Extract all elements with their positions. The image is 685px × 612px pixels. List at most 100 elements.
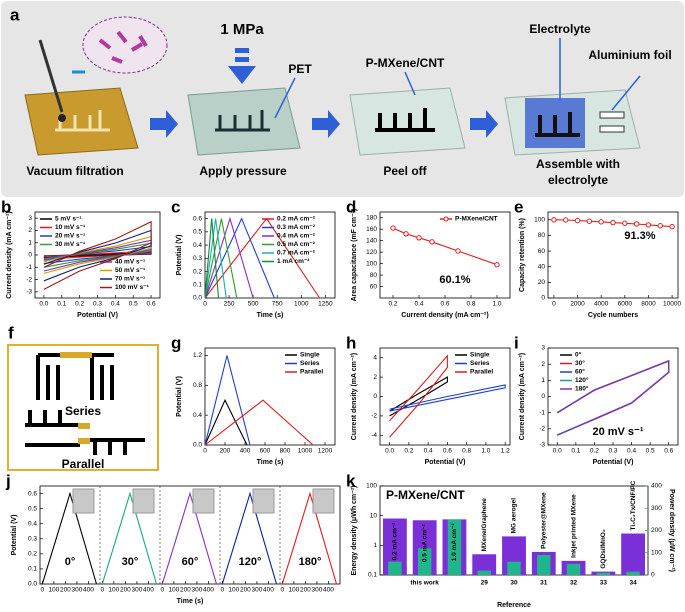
y-tick-label: 2 xyxy=(373,374,377,381)
x-tick-label: 0.1 xyxy=(57,301,66,308)
x-axis-label: Current density (mA cm⁻²) xyxy=(401,312,488,319)
y-tick-label: 180 xyxy=(366,214,377,221)
legend-label: 180° xyxy=(575,385,589,393)
y-axis-label: Current density (mA cm⁻²) xyxy=(351,353,358,440)
y-tick-label: 4 xyxy=(373,354,377,361)
x-tick-label: 1.0 xyxy=(481,448,490,455)
y-tick-label: -1 xyxy=(26,264,32,271)
step-label: Peel off xyxy=(383,164,427,178)
x-tick-label: 0.2 xyxy=(590,448,599,455)
y-tick-label: 0.5 xyxy=(28,505,37,512)
legend-label: 120° xyxy=(575,376,589,384)
series-line xyxy=(41,491,98,585)
annotation: 91.3% xyxy=(624,230,655,242)
x-tick-label: 600 xyxy=(260,448,271,455)
bar xyxy=(626,571,640,575)
y-tick-label: -2 xyxy=(26,276,32,283)
y-tick-label: 2 xyxy=(541,361,545,368)
bar-label: Ti₃C₂Tx/CNF/PC xyxy=(630,480,637,530)
bar xyxy=(596,572,611,575)
legend-label: 0.4 mA cm⁻² xyxy=(277,233,316,240)
legend-label: 30 mV s⁻¹ xyxy=(55,241,85,248)
bar xyxy=(566,563,581,575)
series-line xyxy=(204,218,238,299)
x-tick-label: 300 xyxy=(251,587,262,594)
bar-label: GQDs//MnO₂ xyxy=(600,529,607,568)
x-tick-label: 0.1 xyxy=(571,448,580,455)
bar xyxy=(507,561,521,575)
x-tick-label: 0.6 xyxy=(664,448,673,455)
x-tick-label: 1.0 xyxy=(492,301,501,308)
series-line xyxy=(204,218,220,299)
x-tick-label: 300 xyxy=(191,587,202,594)
device-assembled xyxy=(504,38,641,156)
y-tick-label: 2 xyxy=(28,227,32,234)
x-tick-label: 400 xyxy=(240,448,251,455)
x-tick-label: 0.8 xyxy=(462,448,471,455)
legend-label: 5 mV s⁻¹ xyxy=(55,216,82,223)
x-tick-label: 1000 xyxy=(298,448,313,455)
legend-label: 100 mV s⁻¹ xyxy=(115,284,149,291)
x-tick-label: 29 xyxy=(481,580,489,587)
x-tick-label: 0.5 xyxy=(646,448,655,455)
x-tick-label: 400 xyxy=(263,587,274,594)
point xyxy=(429,239,435,245)
point xyxy=(669,223,675,230)
bar-label: 0.5 mA cm⁻² xyxy=(421,523,428,562)
x-tick-label: 0.6 xyxy=(443,448,452,455)
x-tick-label: 33 xyxy=(600,580,608,587)
series-line xyxy=(557,360,670,436)
x-axis-label: Cycle numbers xyxy=(588,312,638,319)
x-tick-label: 10000 xyxy=(663,301,681,308)
point xyxy=(598,219,604,225)
x-tick-label: 0.0 xyxy=(39,301,48,308)
legend-label: Single xyxy=(300,352,320,359)
legend-marker xyxy=(443,216,449,222)
bar xyxy=(417,548,432,575)
series-line xyxy=(204,217,275,299)
y-tick-label: 0.4 xyxy=(193,242,202,249)
x-tick-label: 31 xyxy=(540,580,548,587)
x-tick-label: 200 xyxy=(180,587,191,594)
step-label: Vacuum filtration xyxy=(26,164,123,178)
legend-label: Parallel xyxy=(470,369,493,376)
x-tick-label: 250 xyxy=(224,301,235,308)
point xyxy=(586,218,593,224)
x-tick-label: 100 xyxy=(168,587,179,594)
device-pressure xyxy=(187,48,301,156)
device-filtration xyxy=(24,16,168,156)
y-tick-label: -4 xyxy=(371,432,377,439)
y-tick-label: -1 xyxy=(539,409,545,416)
y-tick-label: 3 xyxy=(28,215,32,222)
device-peel xyxy=(349,71,466,156)
substrate-label: PET xyxy=(288,62,312,76)
legend-label: 40 mV s⁻¹ xyxy=(115,259,145,266)
y-tick-label: 0 xyxy=(541,393,545,400)
panel-label: g xyxy=(171,333,181,352)
series-line xyxy=(389,376,448,417)
panel-label: a xyxy=(10,5,20,24)
y-tick-label: 0.1 xyxy=(368,572,377,579)
y-tick-label: 0.6 xyxy=(28,490,37,497)
x-tick-label: 8000 xyxy=(641,301,656,308)
step-label: Apply pressure xyxy=(199,164,287,178)
y-axis-label: Capacity retention (%) xyxy=(519,218,526,292)
x-tick-label: 300 xyxy=(311,587,322,594)
x-tick-label: 0 xyxy=(203,301,207,308)
point xyxy=(416,235,422,241)
x-tick-label: 2000 xyxy=(570,301,585,308)
series-line xyxy=(389,354,448,438)
x-tick-label: 0 xyxy=(220,587,224,594)
pressure-label: 1 MPa xyxy=(220,21,264,38)
y2-tick-label: 400 xyxy=(651,483,662,490)
x-tick-label: 0.2 xyxy=(404,448,413,455)
series-label: 0° xyxy=(65,556,76,568)
bar-label: MXene/Graphene xyxy=(481,498,488,551)
y-tick-label: 140 xyxy=(366,237,377,244)
legend-label: 60° xyxy=(575,368,585,376)
bar xyxy=(621,533,646,575)
point xyxy=(494,262,500,268)
series-line xyxy=(221,491,278,585)
y-axis-label: Current density (mA cm⁻²) xyxy=(6,211,13,298)
point xyxy=(390,225,396,231)
